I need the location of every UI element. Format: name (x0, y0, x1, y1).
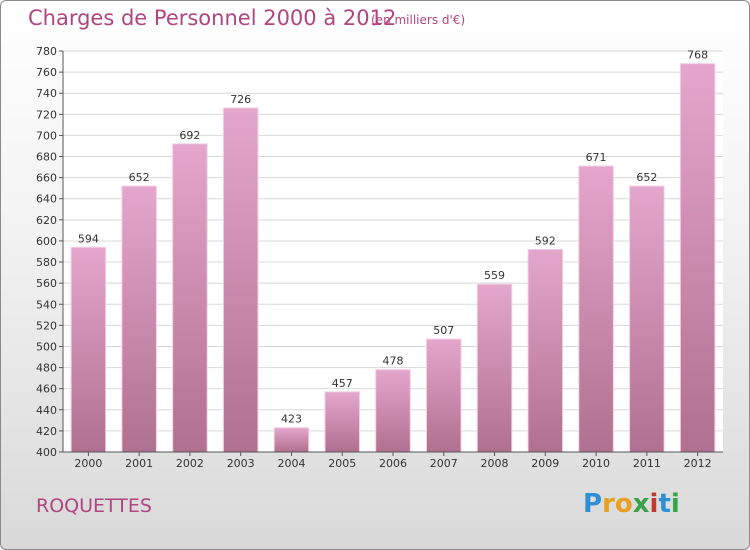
y-tick-label: 440 (36, 404, 57, 417)
y-tick-label: 620 (36, 214, 57, 227)
x-tick-label: 2001 (125, 457, 153, 470)
bar (426, 338, 462, 453)
bar (324, 391, 360, 453)
bar-value-label: 768 (687, 49, 708, 62)
bar (70, 246, 107, 453)
x-tick-label: 2003 (227, 457, 255, 470)
commune-name: ROQUETTES (36, 495, 152, 517)
logo-letter: x (632, 489, 650, 519)
bar-value-label: 652 (129, 171, 150, 184)
x-tick-label: 2007 (430, 457, 458, 470)
y-tick-label: 640 (36, 193, 57, 206)
chart-subtitle: (en milliers d'€) (371, 13, 466, 27)
chart-title: Charges de Personnel 2000 à 2012 (28, 6, 397, 30)
bar (121, 185, 157, 453)
y-tick-label: 400 (36, 446, 57, 459)
bar (679, 63, 716, 453)
y-tick-label: 580 (36, 256, 57, 269)
x-tick-label: 2009 (531, 457, 559, 470)
y-tick-label: 720 (36, 108, 57, 121)
bar (476, 283, 513, 453)
bar-value-label: 423 (281, 413, 302, 426)
y-tick-label: 660 (36, 172, 57, 185)
x-tick-label: 2005 (328, 457, 356, 470)
x-tick-label: 2012 (684, 457, 712, 470)
y-tick-label: 540 (36, 298, 57, 311)
bar-value-label: 592 (535, 234, 556, 247)
bar (222, 107, 259, 453)
bar-value-label: 692 (179, 129, 200, 142)
logo-letter: i (649, 489, 659, 519)
bar (578, 165, 614, 453)
x-tick-label: 2000 (74, 457, 102, 470)
y-tick-label: 520 (36, 319, 57, 332)
y-tick-label: 600 (36, 235, 57, 248)
logo-letter: r (602, 489, 615, 519)
bar-value-label: 507 (433, 324, 454, 337)
y-tick-label: 420 (36, 425, 57, 438)
x-tick-label: 2006 (379, 457, 407, 470)
y-tick-label: 740 (36, 87, 57, 100)
bar-value-label: 478 (383, 355, 404, 368)
bar-value-label: 457 (332, 377, 353, 390)
bar-value-label: 726 (230, 93, 251, 106)
y-tick-label: 560 (36, 277, 57, 290)
bar-value-label: 559 (484, 269, 505, 282)
x-tick-label: 2004 (277, 457, 305, 470)
x-tick-label: 2010 (582, 457, 610, 470)
x-tick-label: 2002 (176, 457, 204, 470)
y-tick-label: 480 (36, 362, 57, 375)
logo-letter: t (658, 489, 671, 519)
proxiti-logo: Proxiti (583, 489, 680, 519)
bar (273, 427, 310, 453)
x-tick-label: 2008 (481, 457, 509, 470)
y-tick-label: 700 (36, 129, 57, 142)
y-tick-label: 760 (36, 66, 57, 79)
y-tick-label: 780 (36, 45, 57, 58)
bar-value-label: 671 (586, 151, 607, 164)
bar (375, 369, 411, 453)
bar (527, 248, 564, 453)
bar (172, 143, 208, 453)
logo-letter: P (583, 489, 603, 519)
bar (629, 185, 665, 453)
x-tick-label: 2011 (633, 457, 661, 470)
y-tick-label: 500 (36, 340, 57, 353)
logo-letter: o (614, 489, 633, 519)
y-tick-label: 680 (36, 151, 57, 164)
bar-value-label: 652 (636, 171, 657, 184)
y-tick-label: 460 (36, 383, 57, 396)
bar-value-label: 594 (78, 232, 99, 245)
logo-letter: i (670, 489, 680, 519)
